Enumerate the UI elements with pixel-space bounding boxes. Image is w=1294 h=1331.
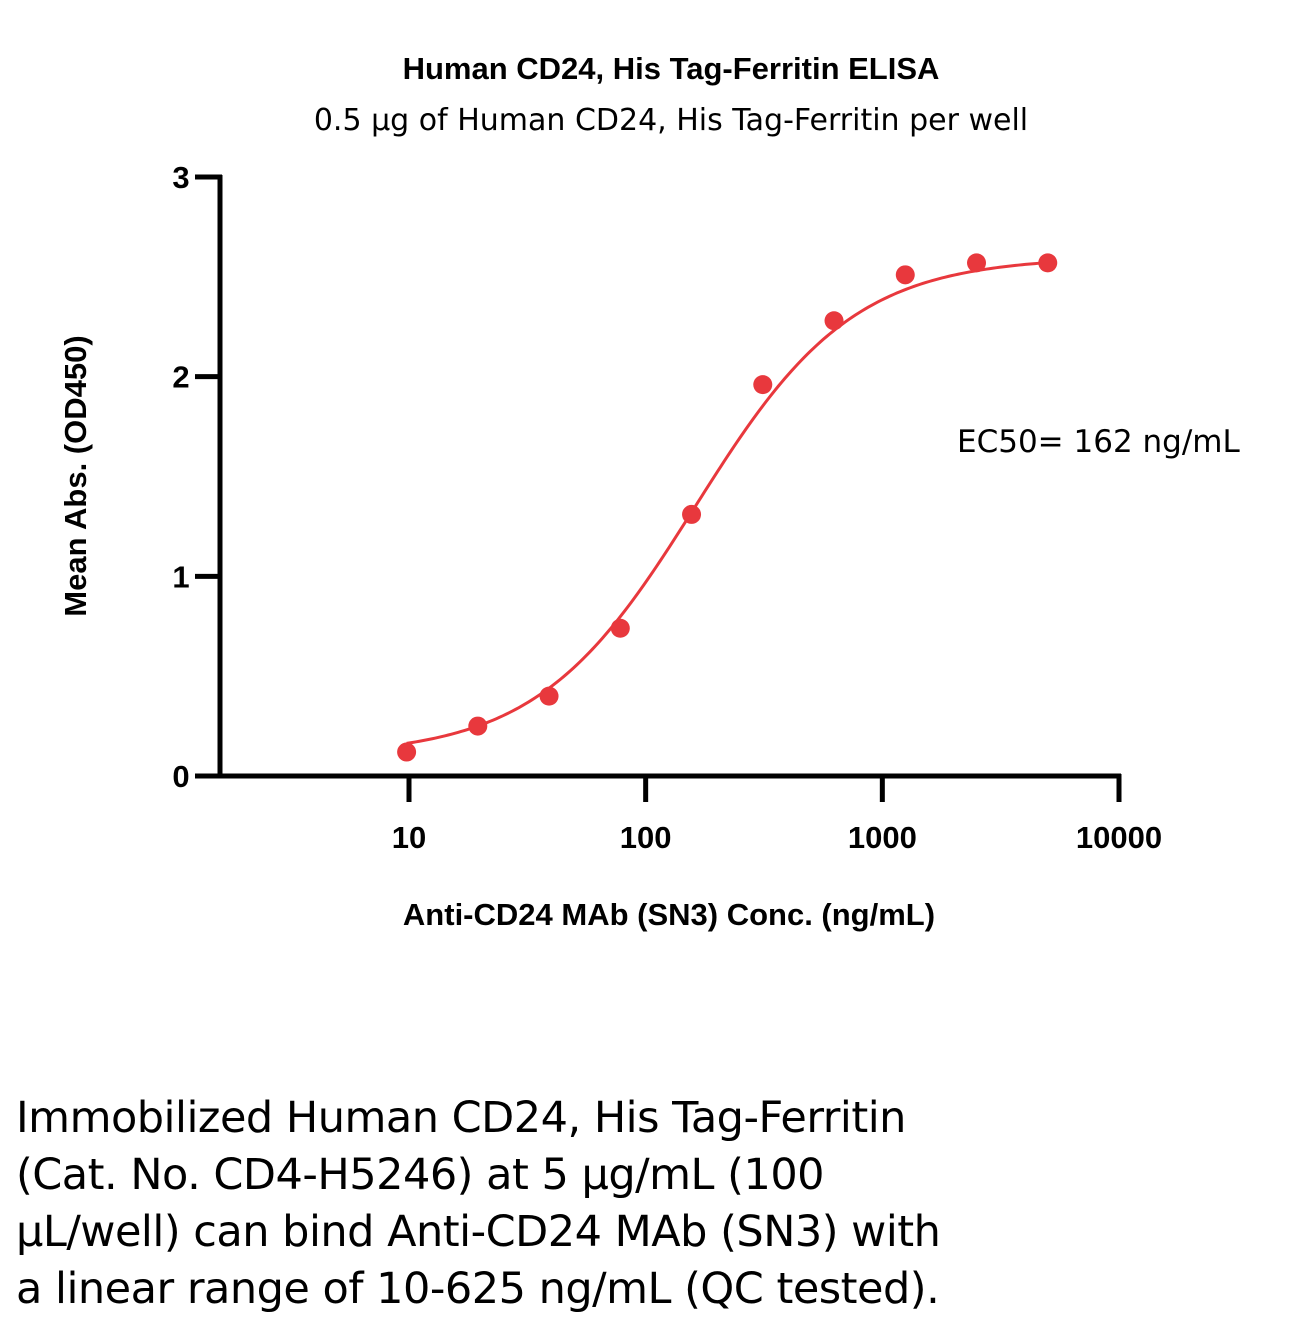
data-point xyxy=(468,716,488,736)
caption-line-2: (Cat. No. CD4-H5246) at 5 μg/mL (100 xyxy=(16,1150,825,1200)
y-tick-label: 1 xyxy=(172,559,189,594)
data-point xyxy=(539,686,559,706)
caption: Immobilized Human CD24, His Tag-Ferritin… xyxy=(16,1090,1076,1318)
axes xyxy=(217,175,1121,779)
x-tick-label: 10000 xyxy=(1076,820,1162,855)
y-tick-label: 2 xyxy=(172,360,189,395)
data-point xyxy=(824,311,844,331)
data-point xyxy=(397,742,417,762)
data-point xyxy=(682,504,702,524)
x-tick-label: 10 xyxy=(392,820,426,855)
chart-subtitle: 0.5 μg of Human CD24, His Tag-Ferritin p… xyxy=(314,103,1028,138)
y-axis-label: Mean Abs. (OD450) xyxy=(58,335,93,616)
data-points xyxy=(397,253,1058,762)
data-point xyxy=(610,618,630,638)
x-tick-label: 1000 xyxy=(848,820,917,855)
caption-line-1: Immobilized Human CD24, His Tag-Ferritin xyxy=(16,1093,906,1143)
ec50-annotation: EC50= 162 ng/mL xyxy=(957,424,1240,460)
data-point xyxy=(1038,253,1058,273)
x-tick-label: 100 xyxy=(620,820,672,855)
caption-line-3: μL/well) can bind Anti-CD24 MAb (SN3) wi… xyxy=(16,1207,941,1257)
data-point xyxy=(753,375,773,395)
y-tick-label: 3 xyxy=(172,160,189,195)
chart-title: Human CD24, His Tag-Ferritin ELISA xyxy=(403,51,940,86)
y-tick-label: 0 xyxy=(172,759,189,794)
fit-curve xyxy=(406,261,1048,745)
x-axis-label: Anti-CD24 MAb (SN3) Conc. (ng/mL) xyxy=(403,897,935,932)
elisa-chart: Human CD24, His Tag-Ferritin ELISA 0.5 μ… xyxy=(58,51,1240,932)
fit-curve-layer xyxy=(406,261,1048,745)
axis-ticks: 0 1 2 3 10 100 1000 10000 xyxy=(172,160,1162,855)
data-point xyxy=(895,265,915,285)
data-point xyxy=(967,253,987,273)
caption-line-4: a linear range of 10-625 ng/mL (QC teste… xyxy=(16,1264,940,1314)
